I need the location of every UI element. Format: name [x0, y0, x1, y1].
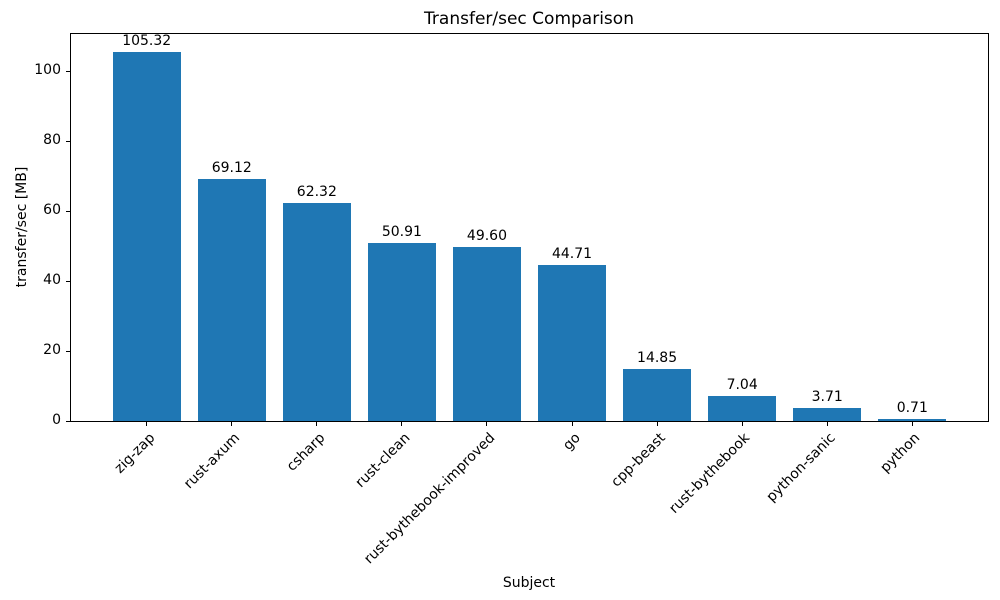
x-tick-label: zig-zap [111, 430, 159, 477]
bar-go [538, 264, 607, 421]
x-tick [911, 421, 913, 426]
y-tick-label: 60 [43, 202, 61, 219]
y-tick [66, 350, 70, 352]
bar-value-label: 44.71 [551, 245, 593, 262]
bar-rust-axum [197, 179, 266, 421]
x-tick [486, 421, 488, 426]
x-tick [401, 421, 403, 426]
x-tick [316, 421, 318, 426]
bar-zig-zap [112, 52, 181, 421]
x-tick-label: python-sanic [763, 430, 839, 506]
y-tick-label: 40 [43, 272, 61, 289]
x-tick [741, 421, 743, 426]
bar-rust-bythebook-improved [452, 247, 521, 421]
x-tick-label: go [559, 430, 584, 454]
y-tick [66, 70, 70, 72]
y-tick [66, 140, 70, 142]
bar-python-sanic [793, 408, 862, 421]
y-tick-label: 100 [34, 62, 61, 79]
x-tick-label: cpp-beast [608, 430, 669, 491]
chart-title: Transfer/sec Comparison [424, 9, 634, 29]
x-tick-label: python [877, 430, 924, 476]
x-tick [656, 421, 658, 426]
bar-python [878, 418, 947, 421]
bar-cpp-beast [623, 369, 692, 421]
x-tick-label: rust-bythebook [666, 430, 754, 517]
bar-csharp [282, 202, 351, 421]
bar-value-label: 0.71 [896, 399, 928, 416]
y-tick-label: 0 [52, 412, 61, 428]
bar-rust-bythebook [708, 396, 777, 421]
y-tick-label: 80 [43, 132, 61, 149]
x-tick-label: rust-axum [180, 430, 244, 493]
bar-value-label: 49.60 [466, 228, 507, 245]
plot-area: 105.32 zig-zap 69.12 rust-axum 62.32 csharp 50… [34, 33, 989, 567]
x-tick [571, 421, 573, 426]
bar-rust-clean [367, 242, 436, 421]
x-tick-label: csharp [283, 430, 329, 475]
y-tick [66, 280, 70, 282]
bar-value-label: 50.91 [381, 223, 422, 240]
x-tick [826, 421, 828, 426]
x-tick [146, 421, 148, 426]
bar-value-label: 3.71 [811, 389, 843, 406]
x-axis-label: Subject [502, 575, 556, 591]
bar-value-label: 7.04 [726, 377, 758, 394]
x-tick [231, 421, 233, 426]
bar-value-label: 62.32 [296, 183, 337, 200]
bar-value-label: 69.12 [211, 160, 252, 177]
y-axis-label: transfer/sec [MB] [14, 166, 30, 288]
y-tick [66, 210, 70, 212]
bar-value-label: 105.32 [122, 33, 172, 50]
x-tick-label: rust-clean [352, 430, 414, 491]
bar-value-label: 14.85 [637, 350, 678, 367]
y-tick [66, 420, 70, 422]
y-tick-label: 20 [43, 342, 61, 359]
